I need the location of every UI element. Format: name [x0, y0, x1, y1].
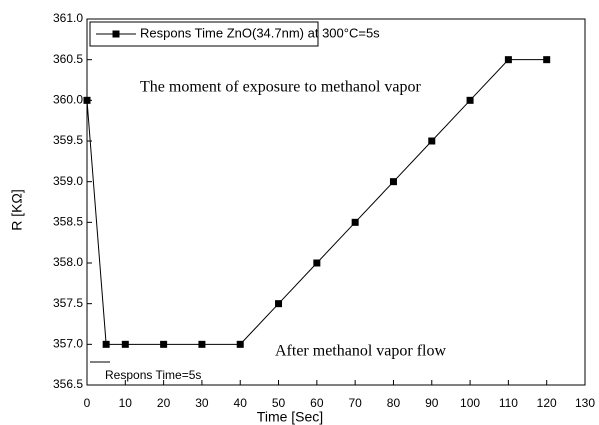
x-tick-label: 90: [425, 396, 439, 410]
marker: [160, 340, 168, 348]
annotation: After methanol vapor flow: [275, 343, 447, 360]
annotation: The moment of exposure to methanol vapor: [140, 79, 421, 96]
marker: [236, 340, 244, 348]
annotation: Respons Time=5s: [105, 368, 201, 382]
y-tick-label: 358.0: [53, 255, 83, 269]
marker: [428, 137, 436, 145]
x-tick-label: 130: [575, 396, 595, 410]
y-tick-label: 360.5: [53, 52, 83, 66]
series-line: [86, 59, 547, 345]
marker: [313, 259, 321, 267]
marker: [504, 56, 512, 64]
x-axis-label: Time [Sec]: [257, 409, 323, 425]
marker: [102, 340, 110, 348]
x-tick-label: 20: [157, 396, 171, 410]
y-tick-label: 358.5: [53, 215, 83, 229]
x-tick-label: 10: [119, 396, 133, 410]
legend-marker: [112, 30, 120, 38]
y-tick-label: 357.5: [53, 296, 83, 310]
marker: [198, 340, 206, 348]
y-tick-label: 357.0: [53, 337, 83, 351]
x-tick-label: 60: [310, 396, 324, 410]
y-tick-label: 359.5: [53, 133, 83, 147]
marker: [466, 96, 474, 104]
marker: [543, 56, 551, 64]
x-tick-label: 110: [499, 396, 518, 410]
y-tick-label: 360.0: [53, 93, 83, 107]
x-tick-label: 0: [84, 396, 91, 410]
y-tick-label: 356.5: [53, 377, 83, 391]
marker: [351, 218, 359, 226]
x-tick-label: 50: [272, 396, 286, 410]
x-tick-label: 40: [234, 396, 248, 410]
x-tick-label: 30: [195, 396, 209, 410]
y-tick-label: 361.0: [53, 11, 83, 25]
x-tick-label: 100: [460, 396, 480, 410]
marker: [83, 96, 91, 104]
y-tick-label: 359.0: [53, 174, 83, 188]
marker: [275, 300, 283, 308]
y-axis-label: R [KΩ]: [9, 189, 25, 231]
x-tick-label: 80: [387, 396, 401, 410]
x-tick-label: 70: [348, 396, 362, 410]
x-tick-label: 120: [537, 396, 557, 410]
marker: [121, 340, 129, 348]
marker: [389, 178, 397, 186]
legend-label: Respons Time ZnO(34.7nm) at 300°C=5s: [140, 25, 380, 40]
plot-frame: [86, 18, 586, 386]
